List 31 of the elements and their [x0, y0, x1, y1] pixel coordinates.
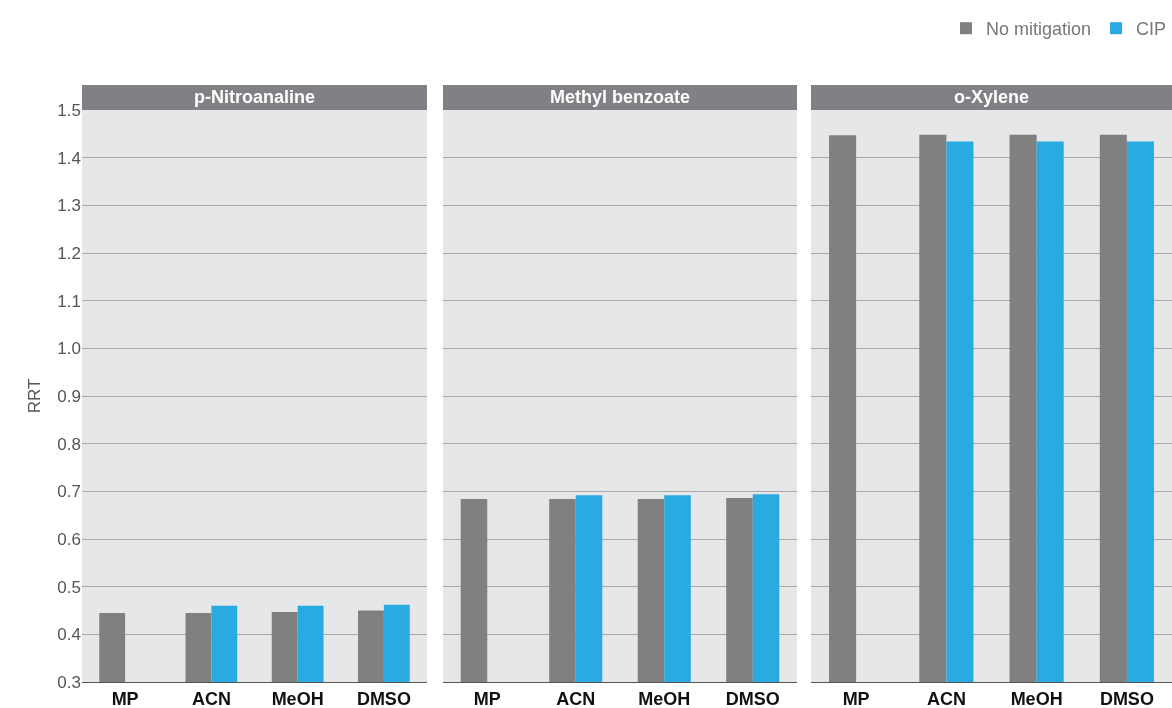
chart-title: o-Xylene — [953, 87, 1030, 108]
x-tick-label: DMSO — [725, 688, 780, 708]
y-tick-label: 0.6 — [57, 529, 81, 549]
y-tick-label: 1.3 — [57, 196, 81, 216]
legend-label: CIP — [1136, 19, 1167, 40]
x-tick-label: MP — [111, 688, 139, 708]
y-tick-label: 0.3 — [57, 672, 81, 692]
y-tick-label: 1.1 — [57, 291, 81, 311]
x-tick-label: ACN — [191, 688, 231, 708]
y-tick-label: 0.7 — [57, 482, 81, 502]
y-tick-label: 1.4 — [57, 148, 81, 168]
y-tick-label: 1.5 — [57, 100, 81, 120]
x-tick-label: MeOH — [638, 688, 691, 708]
chart-title: p-Nitroanaline — [193, 87, 316, 108]
y-tick-label: 1.0 — [57, 339, 81, 359]
x-tick-label: MeOH — [1010, 688, 1063, 708]
x-tick-label: DMSO — [356, 688, 411, 708]
x-tick-label: MP — [842, 688, 870, 708]
x-tick-label: ACN — [556, 688, 596, 708]
y-tick-label: 0.4 — [57, 625, 81, 645]
legend-label: No mitigation — [986, 19, 1092, 40]
chart-title: Methyl benzoate — [549, 87, 691, 108]
y-axis-title: RRT — [24, 378, 44, 414]
x-tick-label: MP — [473, 688, 501, 708]
y-tick-label: 0.5 — [57, 577, 81, 597]
x-tick-label: MeOH — [271, 688, 324, 708]
y-tick-label: 0.8 — [57, 434, 81, 454]
y-tick-label: 0.9 — [57, 386, 81, 406]
y-tick-label: 1.2 — [57, 243, 81, 263]
x-tick-label: DMSO — [1099, 688, 1154, 708]
x-tick-label: ACN — [926, 688, 966, 708]
